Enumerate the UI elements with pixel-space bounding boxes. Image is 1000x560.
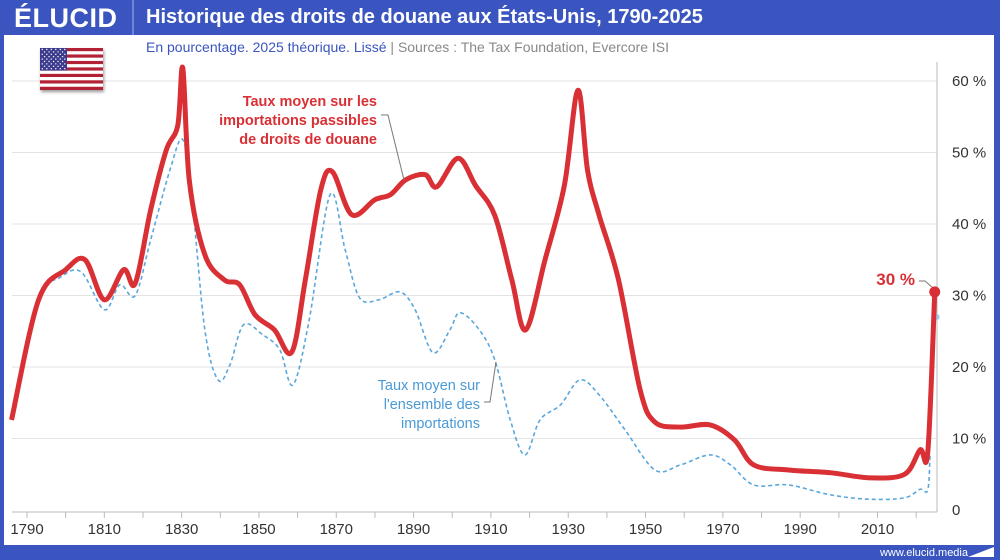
x-tick-label: 1850 bbox=[242, 521, 275, 538]
series-label-all-imports: Taux moyen sur bbox=[378, 378, 481, 394]
chart-title: Historique des droits de douane aux État… bbox=[146, 6, 703, 28]
us-flag-icon bbox=[40, 48, 103, 90]
y-tick-label: 10 % bbox=[952, 431, 986, 448]
chart-subtitle: En pourcentage. 2025 théorique. Lissé | … bbox=[146, 39, 669, 55]
x-tick-label: 1950 bbox=[629, 521, 662, 538]
sources: Sources : The Tax Foundation, Evercore I… bbox=[397, 39, 670, 55]
label-leader-all bbox=[484, 361, 497, 403]
end-label-leader bbox=[919, 280, 933, 288]
y-tick-label: 0 bbox=[952, 502, 960, 519]
y-tick-label: 30 % bbox=[952, 288, 986, 305]
end-value-label: 30 % bbox=[876, 270, 915, 289]
y-tick-label: 60 % bbox=[952, 73, 986, 90]
x-tick-label: 1890 bbox=[397, 521, 430, 538]
series-line-dutiable-imports bbox=[9, 64, 938, 481]
x-tick-label: 1870 bbox=[320, 521, 353, 538]
x-tick-label: 1990 bbox=[784, 521, 817, 538]
series-label-all-imports: importations bbox=[401, 416, 480, 432]
series-label-dutiable-imports: de droits de douane bbox=[239, 132, 377, 148]
x-tick-label: 1830 bbox=[165, 521, 198, 538]
series-line-all-imports bbox=[10, 137, 931, 501]
series-label-all-imports: l'ensemble des bbox=[384, 397, 480, 413]
subtitle-text: En pourcentage. 2025 théorique. Lissé bbox=[146, 39, 387, 55]
x-tick-label: 2010 bbox=[861, 521, 894, 538]
x-tick-label: 1930 bbox=[552, 521, 585, 538]
subtitle-separator: | bbox=[390, 39, 395, 55]
series-end-point-dutiable-imports bbox=[929, 286, 941, 298]
series-label-dutiable-imports: importations passibles bbox=[219, 113, 377, 129]
header-bar: ÉLUCID Historique des droits de douane a… bbox=[0, 0, 1000, 35]
x-tick-label: 1790 bbox=[10, 521, 43, 538]
header-divider bbox=[132, 0, 134, 35]
elucid-logo: ÉLUCID bbox=[14, 3, 118, 33]
footer-url[interactable]: www.elucid.media bbox=[879, 547, 968, 559]
chart-panel bbox=[4, 35, 994, 545]
series-label-dutiable-imports: Taux moyen sur les bbox=[243, 94, 377, 110]
x-tick-label: 1910 bbox=[474, 521, 507, 538]
y-tick-label: 20 % bbox=[952, 359, 986, 376]
elucid-arrow-icon bbox=[968, 547, 994, 557]
label-leader-dutiable bbox=[381, 114, 405, 181]
x-tick-label: 1970 bbox=[706, 521, 739, 538]
y-tick-label: 40 % bbox=[952, 216, 986, 233]
y-tick-label: 50 % bbox=[952, 145, 986, 162]
x-tick-label: 1810 bbox=[88, 521, 121, 538]
